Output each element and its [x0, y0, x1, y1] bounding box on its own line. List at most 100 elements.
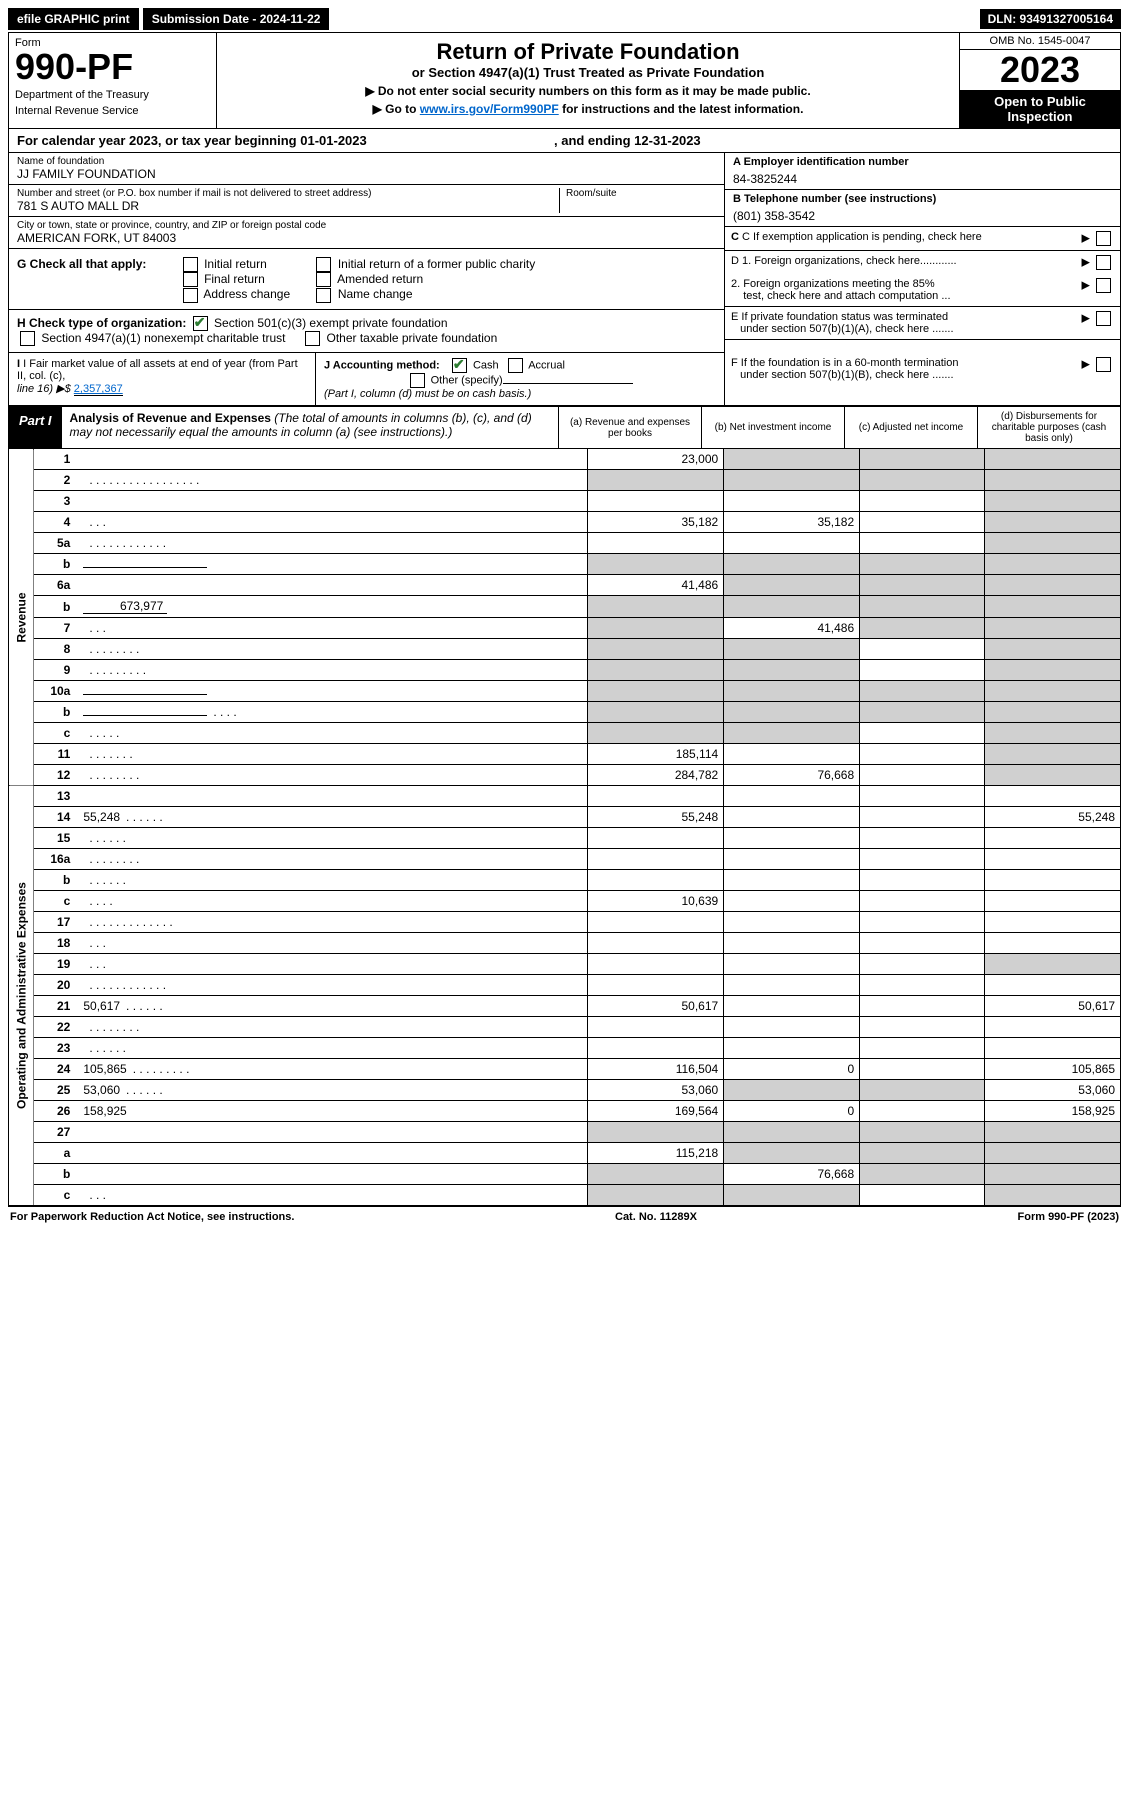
line-number: 9 — [34, 660, 79, 681]
amount-col-b — [724, 639, 860, 660]
tax-year: 2023 — [960, 50, 1120, 90]
amount-col-b: 0 — [724, 1101, 860, 1122]
amount-col-b — [724, 849, 860, 870]
checkbox-f[interactable] — [1096, 357, 1111, 372]
amount-col-d — [984, 828, 1120, 849]
line-number: 3 — [34, 491, 79, 512]
line-description: . . . — [78, 1185, 587, 1206]
line-description: . . . — [78, 512, 587, 533]
amount-col-b — [724, 1122, 860, 1143]
line-number: 13 — [34, 786, 79, 807]
amount-col-d: 55,248 — [984, 807, 1120, 828]
amount-col-d — [984, 533, 1120, 554]
amount-col-d — [984, 765, 1120, 786]
checkbox-cash[interactable] — [452, 358, 467, 373]
omb-number: OMB No. 1545-0047 — [960, 33, 1120, 50]
checkbox-501c3[interactable] — [193, 316, 208, 331]
checkbox-other-method[interactable] — [410, 373, 425, 388]
amount-col-b: 76,668 — [724, 765, 860, 786]
checkbox-final[interactable] — [183, 272, 198, 287]
line-number: 7 — [34, 618, 79, 639]
amount-col-b — [724, 1017, 860, 1038]
amount-col-c — [860, 449, 985, 470]
line-description: . . . . . . — [78, 870, 587, 891]
checkbox-d2[interactable] — [1096, 278, 1111, 293]
amount-col-c — [860, 660, 985, 681]
form-header: Form 990-PF Department of the Treasury I… — [9, 33, 1120, 129]
submission-date: Submission Date - 2024-11-22 — [143, 8, 330, 30]
checkbox-initial[interactable] — [183, 257, 198, 272]
amount-col-c — [860, 1185, 985, 1206]
line-description: . . . — [78, 933, 587, 954]
amount-col-a: 23,000 — [587, 449, 723, 470]
amount-col-b — [724, 681, 860, 702]
col-header-d: (d) Disbursements for charitable purpose… — [977, 407, 1120, 448]
line-description — [78, 575, 587, 596]
line-description: . . . . . . . . . . . . . — [78, 912, 587, 933]
dept-irs: Internal Revenue Service — [15, 105, 210, 117]
checkbox-other-tax[interactable] — [305, 331, 320, 346]
amount-col-b: 41,486 — [724, 618, 860, 639]
checkbox-c[interactable] — [1096, 231, 1111, 246]
line-number: 26 — [34, 1101, 79, 1122]
header-left: Form 990-PF Department of the Treasury I… — [9, 33, 217, 128]
line-description: 50,617. . . . . . — [78, 996, 587, 1017]
amount-col-b — [724, 1185, 860, 1206]
checkbox-amended[interactable] — [316, 272, 331, 287]
line-number: c — [34, 723, 79, 744]
line-number: 14 — [34, 807, 79, 828]
line-number: 20 — [34, 975, 79, 996]
checkbox-e[interactable] — [1096, 311, 1111, 326]
checkbox-4947[interactable] — [20, 331, 35, 346]
amount-col-a — [587, 1038, 723, 1059]
amount-col-c — [860, 828, 985, 849]
amount-col-a: 35,182 — [587, 512, 723, 533]
amount-col-c — [860, 470, 985, 491]
box-d2: 2. Foreign organizations meeting the 85%… — [725, 274, 1120, 307]
checkbox-initial-former[interactable] — [316, 257, 331, 272]
line-number: c — [34, 1185, 79, 1206]
amount-col-b — [724, 975, 860, 996]
open-public: Open to PublicInspection — [960, 90, 1120, 128]
amount-col-c — [860, 1143, 985, 1164]
fmv-link[interactable]: 2,357,367 — [74, 383, 123, 396]
line-number: 27 — [34, 1122, 79, 1143]
line-number: 11 — [34, 744, 79, 765]
amount-col-b — [724, 933, 860, 954]
line-number: 2 — [34, 470, 79, 491]
amount-col-b — [724, 660, 860, 681]
amount-col-d — [984, 702, 1120, 723]
irs-link[interactable]: www.irs.gov/Form990PF — [420, 102, 559, 116]
line-description: 158,925 — [78, 1101, 587, 1122]
amount-col-a — [587, 723, 723, 744]
line-number: b — [34, 596, 79, 618]
line-description: 53,060. . . . . . — [78, 1080, 587, 1101]
amount-col-d — [984, 1038, 1120, 1059]
form-ref: Form 990-PF (2023) — [1018, 1211, 1120, 1223]
amount-col-d — [984, 975, 1120, 996]
amount-col-a: 10,639 — [587, 891, 723, 912]
checkbox-accrual[interactable] — [508, 358, 523, 373]
amount-col-c — [860, 1164, 985, 1185]
amount-col-d — [984, 554, 1120, 575]
amount-col-a — [587, 660, 723, 681]
line-number: 16a — [34, 849, 79, 870]
amount-col-c — [860, 618, 985, 639]
amount-col-a: 116,504 — [587, 1059, 723, 1080]
checkbox-d1[interactable] — [1096, 255, 1111, 270]
line-number: 12 — [34, 765, 79, 786]
line-description — [78, 1122, 587, 1143]
amount-col-b: 76,668 — [724, 1164, 860, 1185]
info-section: Name of foundation JJ FAMILY FOUNDATION … — [9, 153, 1120, 251]
line-description: 105,865. . . . . . . . . — [78, 1059, 587, 1080]
line-number: 24 — [34, 1059, 79, 1080]
line-description — [78, 1164, 587, 1185]
amount-col-b — [724, 912, 860, 933]
efile-button[interactable]: efile GRAPHIC print — [8, 8, 139, 30]
header-right: OMB No. 1545-0047 2023 Open to PublicIns… — [959, 33, 1120, 128]
checkbox-name-change[interactable] — [316, 288, 331, 303]
checkbox-address[interactable] — [183, 288, 198, 303]
amount-col-c — [860, 870, 985, 891]
part1-table: Revenue123,0002. . . . . . . . . . . . .… — [9, 449, 1120, 1206]
line-number: 25 — [34, 1080, 79, 1101]
